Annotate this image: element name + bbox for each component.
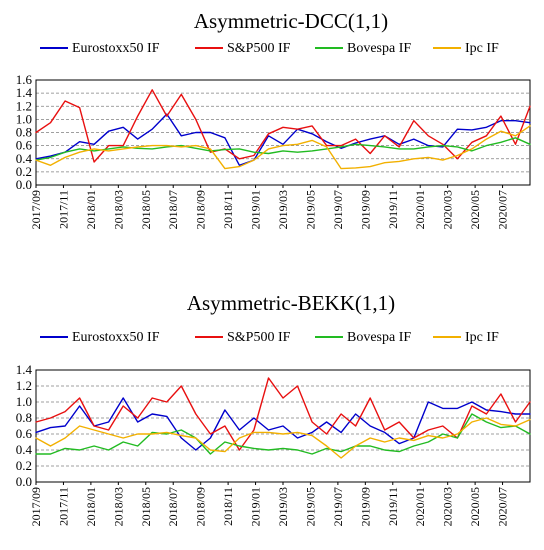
y-tick-label: 1.0 [16, 111, 32, 126]
x-tick-label: 2019/07 [331, 487, 345, 526]
chart-title: Asymmetric-BEKK(1,1) [187, 291, 395, 315]
x-tick-label: 2018/01 [84, 190, 98, 229]
x-tick-label: 2020/05 [468, 487, 482, 526]
x-tick-label: 2019/11 [386, 190, 400, 229]
series-line-3 [35, 137, 531, 161]
x-tick-label: 2020/07 [496, 487, 510, 526]
x-tick-label: 2019/07 [331, 190, 345, 229]
legend-label: Eurostoxx50 IF [72, 330, 160, 345]
x-tick-label: 2018/09 [194, 487, 208, 526]
x-tick-label: 2020/07 [496, 190, 510, 229]
x-tick-label: 2019/03 [276, 487, 290, 526]
x-tick-label: 2018/09 [194, 190, 208, 229]
x-tick-label: 2019/09 [358, 487, 372, 526]
x-tick-label: 2019/01 [249, 487, 263, 526]
dcc-chart-panel: Asymmetric-DCC(1,1) Eurostoxx50 IF S&P500 … [16, 9, 531, 229]
y-tick-label: 1.4 [16, 362, 33, 377]
y-tick-label: 0.8 [16, 125, 32, 140]
y-tick-label: 0.4 [16, 442, 33, 457]
y-tick-label: 0.6 [16, 138, 33, 153]
x-tick-label: 2020/01 [413, 190, 427, 229]
x-tick-label: 2017/11 [56, 190, 70, 229]
x-tick-label: 2019/05 [303, 487, 317, 526]
legend-label: Ipc IF [465, 41, 499, 56]
bekk-chart-panel: Asymmetric-BEKK(1,1) Eurostoxx50 IF S&P500… [16, 291, 531, 526]
x-tick-label: 2018/03 [111, 190, 125, 229]
legend-label: S&P500 IF [227, 330, 291, 345]
y-tick-label: 0.4 [16, 151, 33, 166]
x-tick-label: 2020/03 [441, 190, 455, 229]
y-tick-label: 0.8 [16, 410, 32, 425]
y-tick-label: 0.2 [16, 458, 32, 473]
x-tick-label: 2018/07 [166, 487, 180, 526]
legend-label: Bovespa IF [347, 330, 411, 345]
x-tick-label: 2018/05 [139, 190, 153, 229]
y-tick-label: 1.0 [16, 394, 32, 409]
x-tick-label: 2019/03 [276, 190, 290, 229]
y-tick-label: 0.6 [16, 426, 33, 441]
y-tick-label: 0.0 [16, 177, 32, 192]
legend-label: Ipc IF [465, 330, 499, 345]
x-tick-label: 2020/03 [441, 487, 455, 526]
x-tick-label: 2019/11 [386, 487, 400, 526]
series-line-3 [35, 413, 531, 455]
y-tick-label: 1.2 [16, 378, 32, 393]
y-tick-label: 1.4 [16, 85, 33, 100]
legend-label: Bovespa IF [347, 41, 411, 56]
y-tick-label: 0.0 [16, 474, 32, 489]
x-tick-label: 2018/07 [166, 190, 180, 229]
legend-label: Eurostoxx50 IF [72, 41, 160, 56]
x-tick-label: 2018/01 [84, 487, 98, 526]
x-tick-label: 2018/11 [221, 190, 235, 229]
series-line-1 [35, 397, 531, 451]
x-tick-label: 2019/05 [303, 190, 317, 229]
y-tick-label: 1.2 [16, 98, 32, 113]
x-tick-label: 2017/09 [29, 487, 43, 526]
series-line-1 [35, 113, 531, 167]
x-tick-label: 2018/11 [221, 487, 235, 526]
series-line-4 [35, 417, 531, 459]
x-tick-label: 2019/01 [249, 190, 263, 229]
legend-label: S&P500 IF [227, 41, 291, 56]
x-tick-label: 2020/05 [468, 190, 482, 229]
y-tick-label: 0.2 [16, 164, 32, 179]
y-tick-label: 1.6 [16, 72, 33, 87]
x-tick-label: 2017/09 [29, 190, 43, 229]
chart-title: Asymmetric-DCC(1,1) [194, 9, 388, 33]
x-tick-label: 2018/05 [139, 487, 153, 526]
series-line-2 [35, 89, 531, 163]
series-line-4 [35, 125, 531, 170]
x-tick-label: 2018/03 [111, 487, 125, 526]
x-tick-label: 2019/09 [358, 190, 372, 229]
x-tick-label: 2017/11 [56, 487, 70, 526]
x-tick-label: 2020/01 [413, 487, 427, 526]
series-line-2 [35, 377, 531, 451]
